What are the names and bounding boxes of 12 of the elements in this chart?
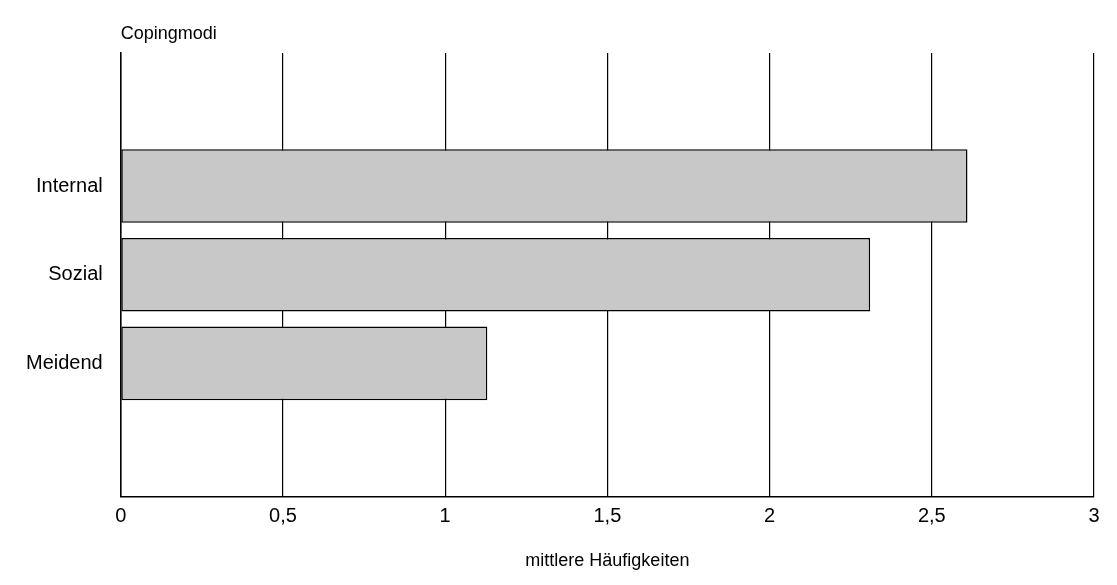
x-tick-label: 1,5	[593, 503, 622, 526]
y-axis-title: Copingmodi	[120, 22, 217, 43]
x-tick-label: 0,5	[269, 503, 297, 526]
x-tick-label: 3	[1088, 503, 1100, 526]
x-tick-label: 2,5	[917, 503, 946, 526]
x-tick-label: 1	[439, 503, 451, 526]
y-tick-label: Meidend	[26, 350, 103, 373]
y-tick-label: Internal	[36, 173, 103, 196]
x-tick-label: 0	[115, 503, 127, 526]
y-tick-label: Sozial	[48, 262, 103, 285]
x-tick-label: 2	[764, 503, 776, 526]
x-axis-title: mittlere Häufigkeiten	[525, 550, 690, 571]
